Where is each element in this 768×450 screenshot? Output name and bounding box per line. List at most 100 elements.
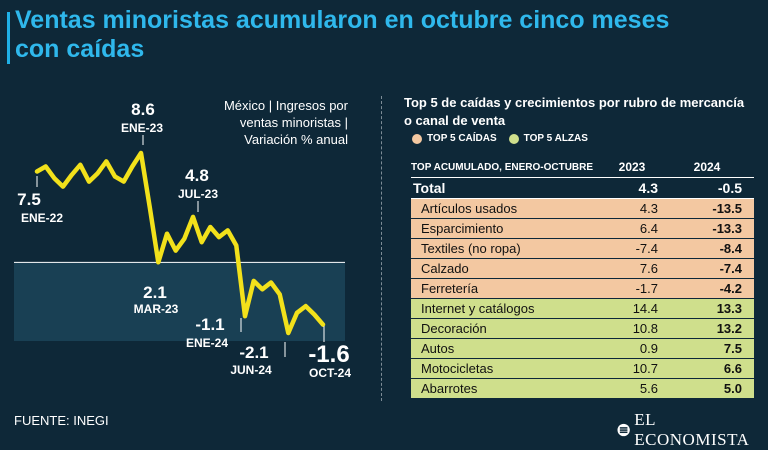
table-row-rise: Internet y catálogos 14.4 13.3 <box>411 299 754 319</box>
row-value-2024: -8.4 <box>719 241 742 256</box>
table-row-fall: Esparcimiento 6.4 -13.3 <box>411 219 754 239</box>
table-header: TOP ACUMULADO, ENERO-OCTUBRE 2023 2024 <box>411 157 754 178</box>
series-point-mar-22 <box>52 176 56 180</box>
legend-falls: TOP 5 CAÍDAS <box>412 133 497 144</box>
row-label: Decoración <box>421 321 487 336</box>
series-point-ago-23 <box>200 240 204 244</box>
annotation-label-mar-23: MAR-23 <box>134 302 179 316</box>
row-value-2023: 14.4 <box>632 301 658 316</box>
source-note: FUENTE: INEGI <box>14 413 109 428</box>
table-row-rise: Decoración 10.8 13.2 <box>411 319 754 339</box>
rises-dot-icon <box>508 133 519 144</box>
row-value-2023: 4.3 <box>639 201 658 216</box>
row-label: Textiles (no ropa) <box>421 241 521 256</box>
series-point-ene-24 <box>243 314 247 318</box>
table-row-fall: Ferretería -1.7 -4.2 <box>411 279 754 299</box>
legend-rises: TOP 5 ALZAS <box>508 133 588 144</box>
row-label: Total <box>413 180 446 196</box>
series-point-sep-22 <box>104 159 108 164</box>
table-legend: TOP 5 CAÍDAS TOP 5 ALZAS <box>412 133 600 144</box>
table-row-fall: Textiles (no ropa) -7.4 -8.4 <box>411 239 754 259</box>
economista-logo-icon <box>617 423 630 437</box>
row-value-2023: 10.7 <box>632 361 658 376</box>
table-row-rise: Autos 0.9 7.5 <box>411 339 754 359</box>
annotation-value-jun-24: -2.1 <box>239 343 268 362</box>
row-label: Calzado <box>421 261 469 276</box>
series-point-oct-22 <box>113 174 117 179</box>
row-label: Motocicletas <box>421 361 494 376</box>
series-point-ene-23 <box>139 151 143 155</box>
table-title: Top 5 de caídas y crecimientos por rubro… <box>404 95 745 128</box>
series-point-may-23 <box>174 248 178 253</box>
row-value-2024: -13.3 <box>712 221 742 236</box>
row-label: Autos <box>421 341 455 356</box>
series-point-oct-23 <box>217 235 221 239</box>
series-point-ago-22 <box>96 171 100 175</box>
series-point-jul-23 <box>191 215 195 219</box>
row-value-2024: -13.5 <box>712 201 742 216</box>
row-label: Ferretería <box>421 281 479 296</box>
series-point-mar-24 <box>260 287 264 291</box>
row-value-2024: 6.6 <box>723 361 742 376</box>
row-value-2023: 4.3 <box>638 180 658 196</box>
row-label: Abarrotes <box>421 381 478 396</box>
table-row-rise: Abarrotes 5.6 5.0 <box>411 379 754 399</box>
row-value-2024: -7.4 <box>719 261 742 276</box>
row-value-2023: -1.7 <box>635 281 658 296</box>
table-row-total: Total 4.3 -0.5 <box>411 178 754 199</box>
annotation-label-ene-23: ENE-23 <box>121 121 163 135</box>
chart-subtitle: México | Ingresos por ventas minoristas … <box>223 98 348 147</box>
annotation-value-ene-23: 8.6 <box>131 100 155 119</box>
annotation-value-mar-23: 2.1 <box>143 283 167 302</box>
legend-rises-label: TOP 5 ALZAS <box>523 133 588 144</box>
row-value-2023: -7.4 <box>635 241 658 256</box>
row-value-2024: -0.5 <box>717 180 742 196</box>
row-value-2024: 7.5 <box>723 341 742 356</box>
annotation-value-ene-22: 7.5 <box>17 190 41 209</box>
series-point-may-22 <box>70 173 74 177</box>
panel-divider <box>381 96 382 401</box>
series-point-may-24 <box>278 292 282 296</box>
series-point-jun-22 <box>78 163 82 167</box>
logo-text: EL ECONOMISTA <box>634 410 750 449</box>
legend-falls-label: TOP 5 CAÍDAS <box>427 133 497 144</box>
series-point-ene-22 <box>35 169 39 174</box>
row-value-2023: 7.6 <box>639 261 658 276</box>
table-row-rise: Motocicletas 10.7 6.6 <box>411 359 754 379</box>
row-label: Internet y catálogos <box>421 301 535 316</box>
annotation-label-ene-22: ENE-22 <box>21 211 63 225</box>
annotation-label-jun-24: JUN-24 <box>230 363 272 377</box>
falls-dot-icon <box>412 133 422 144</box>
series-point-feb-23 <box>148 205 152 209</box>
headline-accent-bar <box>7 12 10 64</box>
row-value-2023: 0.9 <box>639 341 658 356</box>
series-point-dic-23 <box>234 243 238 248</box>
series-point-sep-23 <box>208 225 212 229</box>
row-value-2024: 13.2 <box>716 321 742 336</box>
col-2023-header: 2023 <box>618 160 646 174</box>
series-point-jul-24 <box>295 311 299 315</box>
annotation-value-jul-23: 4.8 <box>185 166 209 185</box>
series-point-jul-22 <box>87 179 91 184</box>
row-value-2023: 5.6 <box>639 381 658 396</box>
table-row-fall: Calzado 7.6 -7.4 <box>411 259 754 279</box>
col-2024-header: 2024 <box>693 160 721 174</box>
category-table: TOP ACUMULADO, ENERO-OCTUBRE 2023 2024 T… <box>411 157 754 399</box>
table-header-label: TOP ACUMULADO, ENERO-OCTUBRE <box>411 161 594 173</box>
series-point-nov-22 <box>122 179 126 184</box>
row-value-2023: 6.4 <box>639 221 658 236</box>
series-point-dic-22 <box>130 164 134 169</box>
annotation-label-oct-24: OCT-24 <box>309 366 351 380</box>
row-value-2024: 5.0 <box>723 381 742 396</box>
series-point-oct-24 <box>321 322 325 327</box>
annotation-label-jul-23: JUL-23 <box>178 187 218 201</box>
row-value-2024: 13.3 <box>716 301 742 316</box>
series-point-abr-24 <box>269 280 273 285</box>
series-point-abr-22 <box>61 185 65 189</box>
series-point-nov-23 <box>226 228 230 232</box>
series-line <box>34 150 326 336</box>
table-row-fall: Artículos usados 4.3 -13.5 <box>411 199 754 219</box>
annotation-value-oct-24: -1.6 <box>308 341 349 368</box>
row-value-2023: 10.8 <box>632 321 658 336</box>
